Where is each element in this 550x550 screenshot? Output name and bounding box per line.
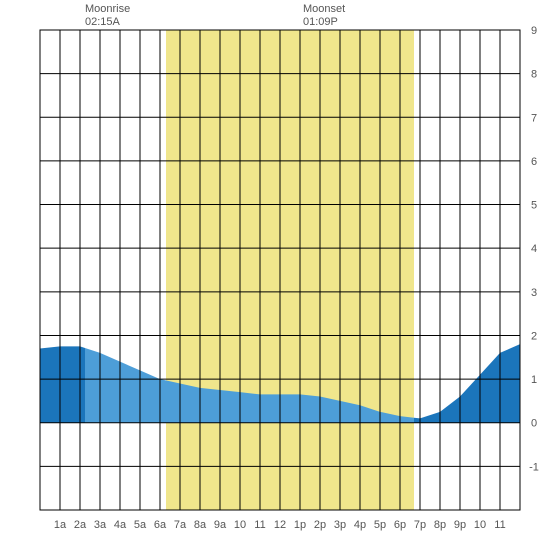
y-tick-label: 8 bbox=[531, 69, 537, 81]
moonset-time: 01:09P bbox=[303, 16, 338, 28]
x-tick-label: 6a bbox=[154, 519, 167, 531]
y-tick-label: -1 bbox=[529, 461, 539, 473]
x-tick-label: 9a bbox=[214, 519, 227, 531]
y-tick-label: 2 bbox=[531, 330, 537, 342]
x-tick-label: 6p bbox=[394, 519, 406, 531]
x-tick-label: 5a bbox=[134, 519, 147, 531]
x-tick-label: 4a bbox=[114, 519, 127, 531]
x-tick-label: 12 bbox=[274, 519, 286, 531]
x-tick-label: 1a bbox=[54, 519, 67, 531]
x-tick-label: 4p bbox=[354, 519, 366, 531]
y-tick-label: 1 bbox=[531, 374, 537, 386]
y-tick-label: 7 bbox=[531, 112, 537, 124]
tide-area-night-post bbox=[414, 344, 520, 423]
moonrise-time: 02:15A bbox=[85, 16, 121, 28]
tide-chart: 1a2a3a4a5a6a7a8a9a1011121p2p3p4p5p6p7p8p… bbox=[0, 0, 550, 550]
y-tick-label: 0 bbox=[531, 418, 537, 430]
x-tick-label: 10 bbox=[234, 519, 246, 531]
x-tick-label: 5p bbox=[374, 519, 386, 531]
x-tick-label: 3p bbox=[334, 519, 346, 531]
x-tick-label: 10 bbox=[474, 519, 486, 531]
x-tick-label: 11 bbox=[494, 519, 505, 531]
x-tick-label: 7p bbox=[414, 519, 426, 531]
x-tick-label: 9p bbox=[454, 519, 466, 531]
moonset-title: Moonset bbox=[303, 3, 345, 15]
x-tick-label: 11 bbox=[254, 519, 265, 531]
x-tick-label: 3a bbox=[94, 519, 107, 531]
daylight-band bbox=[166, 30, 414, 510]
y-tick-label: 3 bbox=[531, 287, 537, 299]
x-tick-label: 8p bbox=[434, 519, 446, 531]
x-tick-label: 8a bbox=[194, 519, 207, 531]
x-tick-label: 2a bbox=[74, 519, 87, 531]
moonrise-title: Moonrise bbox=[85, 3, 130, 15]
x-tick-label: 1p bbox=[294, 519, 306, 531]
x-tick-label: 7a bbox=[174, 519, 187, 531]
y-tick-label: 4 bbox=[531, 243, 537, 255]
chart-svg: 1a2a3a4a5a6a7a8a9a1011121p2p3p4p5p6p7p8p… bbox=[0, 0, 550, 550]
x-tick-label: 2p bbox=[314, 519, 326, 531]
y-tick-label: 6 bbox=[531, 156, 537, 168]
y-tick-label: 5 bbox=[531, 200, 537, 212]
y-tick-label: 9 bbox=[531, 25, 537, 37]
tide-area-night-pre bbox=[40, 346, 85, 422]
